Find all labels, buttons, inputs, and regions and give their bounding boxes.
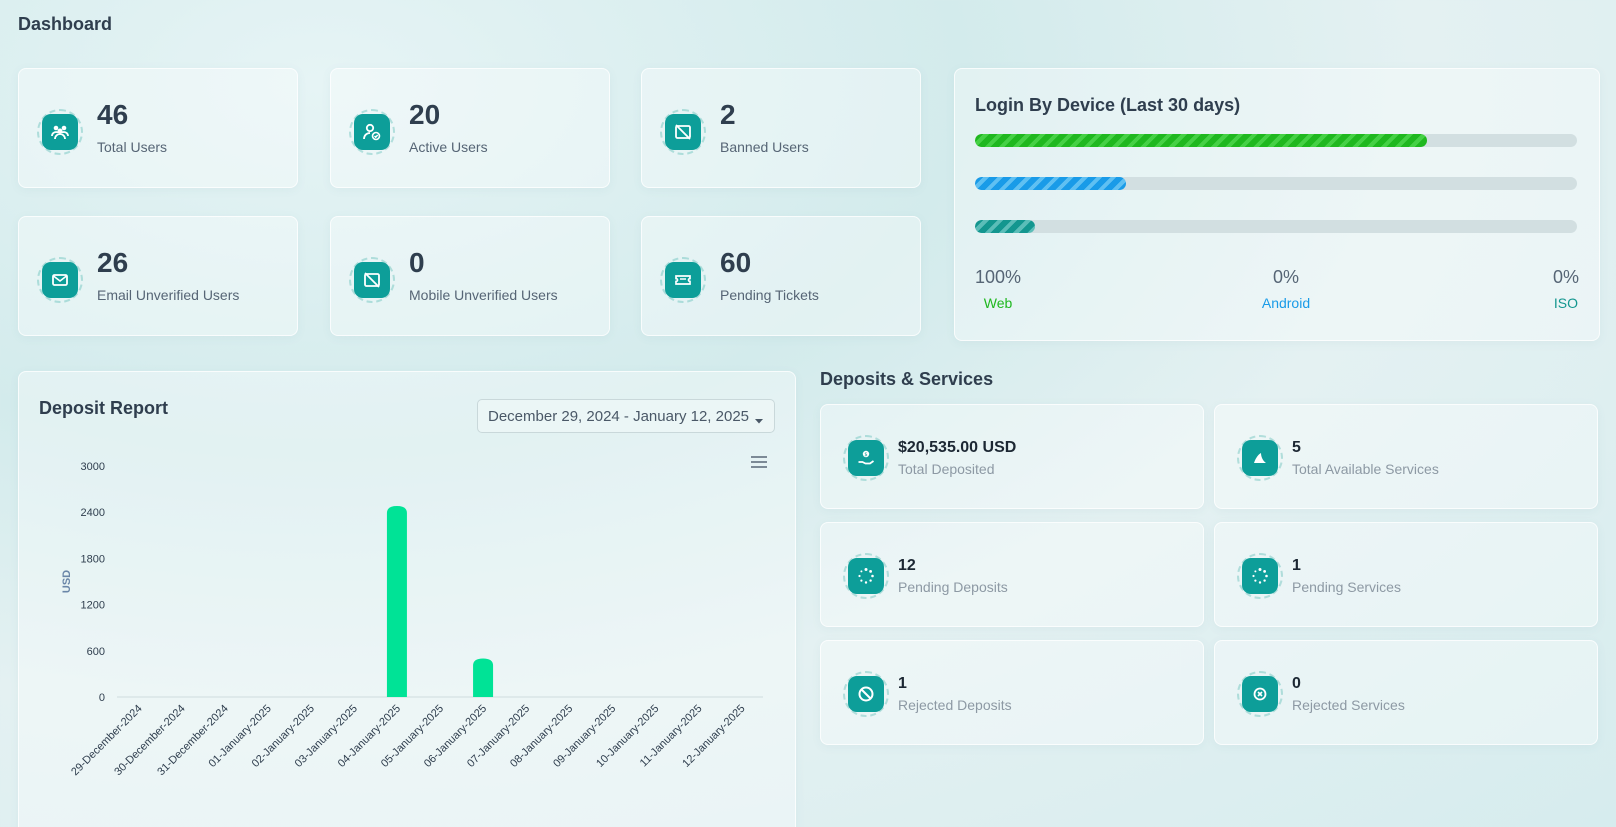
stat-value: 20 [409,99,441,130]
ds-value: 5 [1292,439,1301,456]
ds-value: $20,535.00 USD [898,439,1017,456]
ds-value: 1 [1292,557,1301,574]
device-percent: 0% [1552,267,1579,287]
ds-card-total-services[interactable]: 5 Total Available Services [1214,404,1598,509]
chart-menu-icon[interactable] [750,455,768,474]
deposit-report-title: Deposit Report [39,398,169,418]
y-tick-label: 2400 [81,507,105,519]
ban-icon [843,671,889,717]
hand-dollar-icon: $ [843,435,889,481]
stat-value: 2 [720,99,736,130]
stat-card-total-users[interactable]: 46 Total Users [18,68,298,188]
spinner-icon [843,553,889,599]
ds-card-pending-services[interactable]: 1 Pending Services [1214,522,1598,627]
ds-label: Rejected Services [1292,697,1405,713]
y-tick-label: 1800 [81,553,105,565]
stat-label: Active Users [409,139,488,155]
device-name: Android [1261,295,1311,311]
device-stat-ios: 0% ISO [1553,267,1579,311]
ds-card-rejected-services[interactable]: 0 Rejected Services [1214,640,1598,745]
stat-value: 60 [720,247,752,278]
deposits-services-title: Deposits & Services [820,369,994,389]
ban-screen-icon [660,109,706,155]
android-progress-fill [975,177,1126,190]
y-tick-label: 1200 [81,600,105,612]
ds-label: Pending Deposits [898,579,1008,595]
date-range-value: December 29, 2024 - January 12, 2025 [488,408,749,425]
x-circle-icon [1237,671,1283,717]
envelope-icon [37,257,83,303]
page-title: Dashboard [18,14,113,34]
y-axis-title: USD [61,570,73,593]
stat-value: 0 [409,247,425,278]
x-tick-label: 29-December-2024 [69,703,145,779]
chart-bar [473,658,494,697]
device-name: Web [983,295,1013,311]
stat-label: Mobile Unverified Users [409,287,558,303]
device-percent: 0% [1272,267,1299,287]
web-progress-fill [975,134,1427,147]
device-name: ISO [1553,295,1579,311]
stat-card-banned-users[interactable]: 2 Banned Users [641,68,921,188]
ds-value: 1 [898,675,907,692]
device-stat-web: 100% Web [975,267,1021,311]
login-by-device-card: Login By Device (Last 30 days) 100% Web … [954,68,1600,341]
chart-bar [386,506,407,697]
device-percent: 100% [975,267,1022,287]
stat-label: Pending Tickets [720,287,819,303]
web-progress-bar [975,134,1577,147]
stat-label: Banned Users [720,139,809,155]
deposit-bar-chart: 06001200180024003000USD29-December-20243… [61,461,763,779]
caret-down-icon [754,412,764,429]
stat-value: 46 [97,99,129,130]
ds-card-rejected-deposits[interactable]: 1 Rejected Deposits [820,640,1204,745]
stat-value: 26 [97,247,129,278]
ds-label: Total Deposited [898,461,995,477]
device-stat-android: 0% Android [1256,267,1316,311]
spinner-icon [1237,553,1283,599]
svg-text:$: $ [864,452,867,458]
ds-card-pending-deposits[interactable]: 12 Pending Deposits [820,522,1204,627]
ds-label: Pending Services [1292,579,1401,595]
stat-label: Total Users [97,139,168,155]
deposit-report-card: Deposit Report December 29, 2024 - Janua… [18,371,796,827]
ds-label: Total Available Services [1292,461,1439,477]
ticket-icon [660,257,706,303]
user-check-icon [349,109,395,155]
ds-label: Rejected Deposits [898,697,1012,713]
users-icon [37,109,83,155]
ds-value: 12 [898,557,916,574]
y-tick-label: 3000 [81,461,105,473]
android-progress-bar [975,177,1577,190]
login-device-title: Login By Device (Last 30 days) [975,95,1241,115]
ios-progress-fill [975,220,1036,233]
stat-label: Email Unverified Users [97,287,240,303]
date-range-picker[interactable]: December 29, 2024 - January 12, 2025 [477,399,775,433]
y-tick-label: 0 [99,692,105,704]
ds-card-total-deposited[interactable]: $ $20,535.00 USD Total Deposited [820,404,1204,509]
stat-card-mobile-unverified[interactable]: 0 Mobile Unverified Users [330,216,610,336]
stat-card-email-unverified[interactable]: 26 Email Unverified Users [18,216,298,336]
stat-card-active-users[interactable]: 20 Active Users [330,68,610,188]
y-tick-label: 600 [87,646,105,658]
stat-card-pending-tickets[interactable]: 60 Pending Tickets [641,216,921,336]
shark-fin-icon [1237,435,1283,481]
ds-value: 0 [1292,675,1301,692]
ios-progress-bar [975,220,1577,233]
mobile-off-icon [349,257,395,303]
